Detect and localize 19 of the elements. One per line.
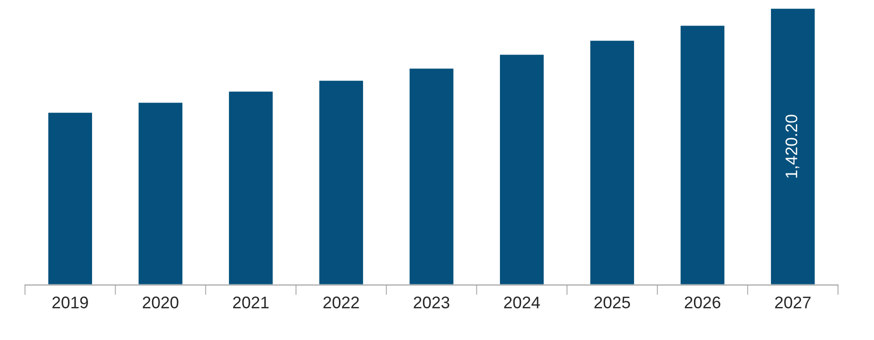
bar (46, 111, 94, 285)
bar (408, 67, 455, 285)
x-tick-label: 2025 (594, 296, 630, 308)
x-tick-label: 2022 (323, 296, 359, 308)
x-tick-label: 2021 (233, 296, 269, 308)
bar (498, 53, 546, 285)
bar (318, 79, 364, 285)
bar (679, 24, 726, 285)
x-tick-label: 2024 (504, 296, 540, 308)
bar (228, 90, 274, 285)
data-label: 1,420.20 (786, 114, 800, 178)
bar (137, 101, 184, 285)
x-tick-label: 2026 (684, 296, 720, 308)
x-tick-label: 2020 (142, 296, 178, 308)
bar (588, 39, 636, 285)
x-tick-label: 2019 (52, 296, 88, 308)
bar (770, 8, 816, 285)
x-tick-label: 2023 (414, 296, 450, 308)
x-tick-label: 2027 (775, 296, 811, 308)
